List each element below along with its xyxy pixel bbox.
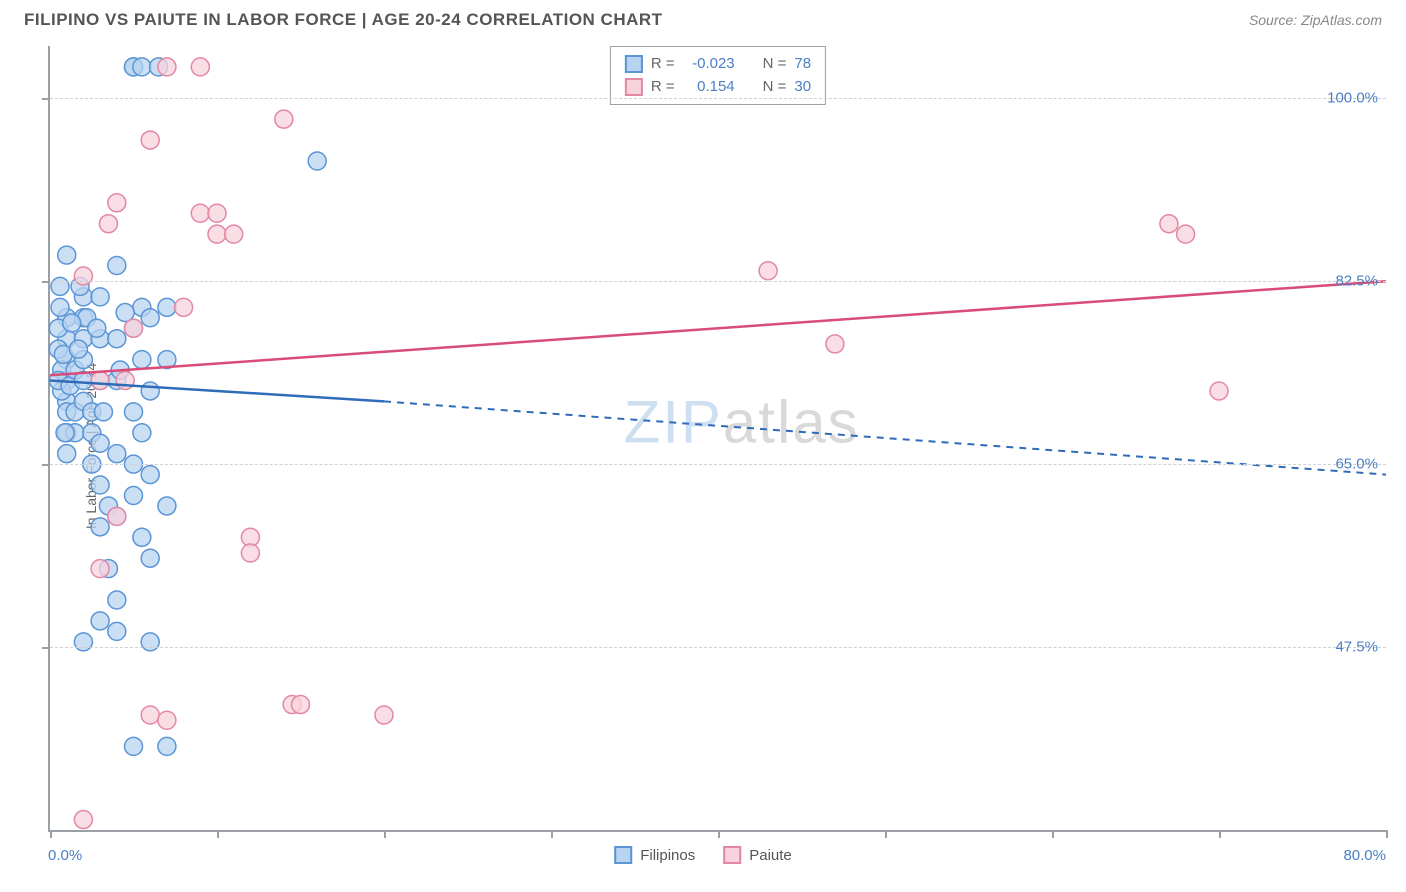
- n-label: N =: [763, 53, 787, 76]
- series-legend: Filipinos Paiute: [614, 846, 792, 864]
- legend-item-filipino: Filipinos: [614, 846, 695, 864]
- swatch-filipino: [614, 846, 632, 864]
- y-tick-label: 100.0%: [1327, 90, 1378, 107]
- correlation-row-filipino: R = -0.023 N = 78: [625, 53, 811, 76]
- swatch-paiute: [625, 78, 643, 96]
- n-label: N =: [763, 76, 787, 99]
- r-label: R =: [651, 76, 675, 99]
- legend-label-paiute: Paiute: [749, 847, 792, 864]
- legend-label-filipino: Filipinos: [640, 847, 695, 864]
- y-tick-label: 82.5%: [1335, 273, 1378, 290]
- x-axis-max-label: 80.0%: [1343, 847, 1386, 864]
- y-tick-label: 65.0%: [1335, 456, 1378, 473]
- chart-plot-area: ZIPatlas R = -0.023 N = 78 R = 0.154 N =…: [48, 46, 1386, 832]
- x-axis-min-label: 0.0%: [48, 847, 82, 864]
- swatch-filipino: [625, 55, 643, 73]
- r-label: R =: [651, 53, 675, 76]
- source-attribution: Source: ZipAtlas.com: [1249, 12, 1382, 28]
- correlation-legend: R = -0.023 N = 78 R = 0.154 N = 30: [610, 46, 826, 105]
- r-value-paiute: 0.154: [683, 76, 735, 99]
- chart-title: FILIPINO VS PAIUTE IN LABOR FORCE | AGE …: [24, 10, 663, 30]
- n-value-filipino: 78: [794, 53, 811, 76]
- correlation-row-paiute: R = 0.154 N = 30: [625, 76, 811, 99]
- swatch-paiute: [723, 846, 741, 864]
- r-value-filipino: -0.023: [683, 53, 735, 76]
- legend-item-paiute: Paiute: [723, 846, 792, 864]
- y-tick-label: 47.5%: [1335, 639, 1378, 656]
- scatter-plot-svg: [50, 46, 1386, 830]
- n-value-paiute: 30: [794, 76, 811, 99]
